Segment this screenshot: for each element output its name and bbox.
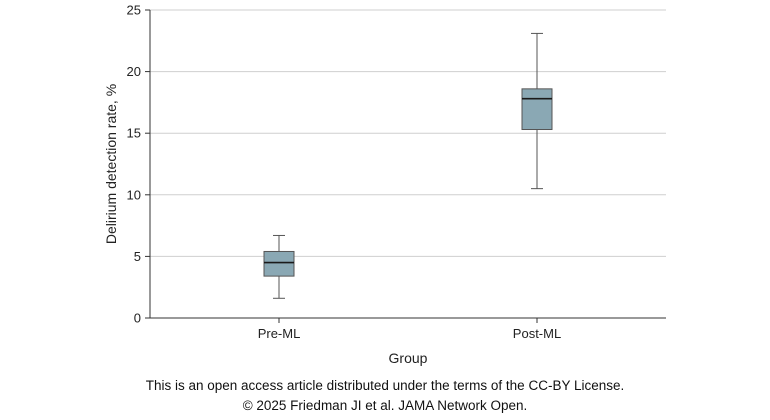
x-axis-title: Group — [389, 350, 428, 366]
y-tick-label-20: 20 — [127, 64, 141, 79]
box-pre-ml — [263, 234, 295, 299]
y-tick-label-15: 15 — [127, 126, 141, 141]
iqr-box-pre-ml — [263, 250, 295, 277]
y-tick-label-10: 10 — [127, 187, 141, 202]
tick-labels: 0 5 10 15 20 25 Pre-ML Post-ML — [127, 3, 562, 342]
license-notice: This is an open access article distribut… — [145, 378, 625, 393]
x-tick-label-post-ml: Post-ML — [513, 326, 561, 341]
y-axis-title: Delirium detection rate, % — [103, 84, 119, 244]
y-tick-label-25: 25 — [127, 3, 141, 18]
x-tick-label-pre-ml: Pre-ML — [258, 326, 301, 341]
boxes — [263, 32, 553, 299]
y-tick-label-5: 5 — [134, 249, 141, 264]
box-plot-chart: 0 5 10 15 20 25 Pre-ML Post-ML Delirium detecti… — [103, 3, 666, 366]
iqr-box-post-ml — [521, 88, 553, 131]
copyright-notice: © 2025 Friedman JI et al. JAMA Network O… — [242, 398, 528, 413]
gridlines — [150, 9, 666, 257]
y-tick-label-0: 0 — [134, 311, 141, 326]
axes — [145, 9, 666, 323]
box-post-ml — [521, 32, 553, 190]
